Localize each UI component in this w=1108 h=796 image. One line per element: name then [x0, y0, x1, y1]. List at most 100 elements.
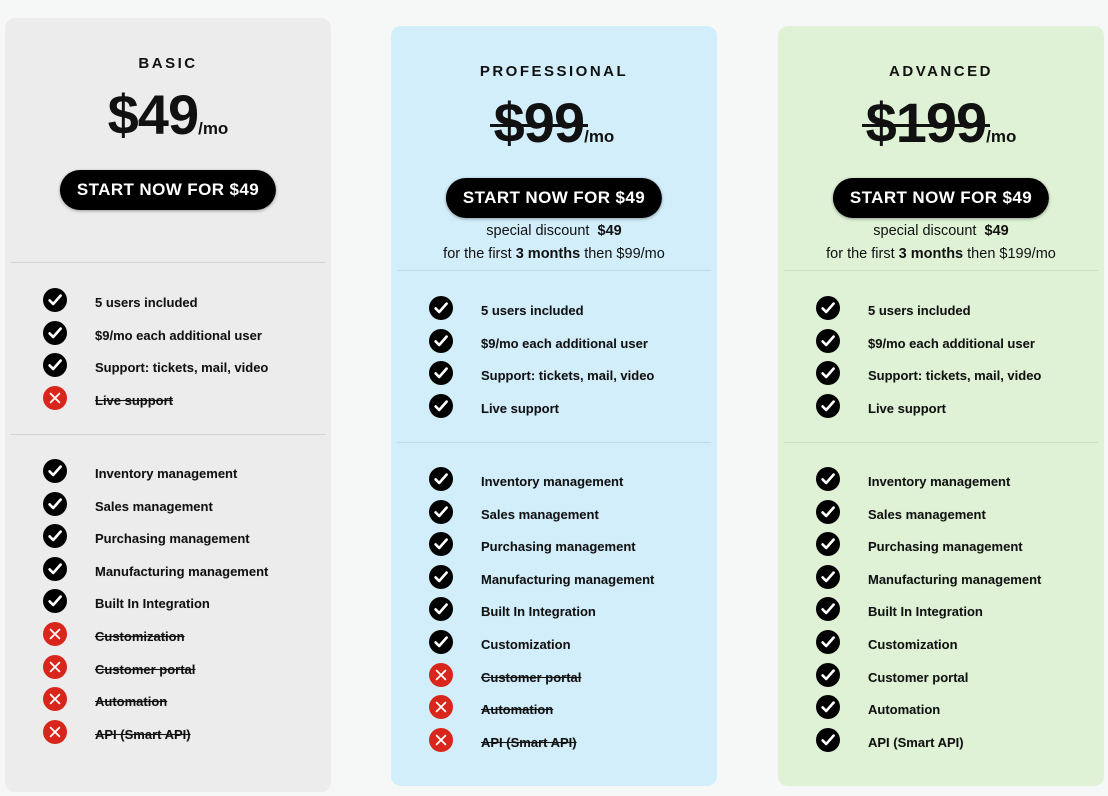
feature-label: Purchasing management	[95, 531, 250, 547]
feature-label: API (Smart API)	[481, 734, 577, 750]
feature-item: Sales management	[5, 491, 331, 525]
feature-label: Inventory management	[868, 474, 1011, 489]
feature-item: Manufacturing management	[5, 556, 331, 590]
feature-label: Manufacturing management	[868, 571, 1042, 587]
feature-item: Built In Integration	[778, 597, 1104, 630]
check-circle-icon	[816, 499, 840, 524]
feature-item: Built In Integration	[391, 597, 717, 630]
feature-label: Customer portal	[481, 669, 582, 685]
check-circle-icon	[43, 589, 67, 614]
feature-label: Customer portal	[868, 669, 969, 685]
check-circle-icon	[816, 727, 840, 752]
check-circle-icon	[43, 320, 67, 345]
discount-amount: $49	[984, 223, 1009, 239]
plan-card-professional: PROFESSIONAL $99/mo START NOW FOR $49 sp…	[391, 26, 717, 786]
price-row: $199/mo	[778, 90, 1104, 155]
divider	[11, 262, 325, 263]
feature-list-modules: Inventory management Sales management Purc…	[778, 467, 1104, 760]
feature-item: Purchasing management	[5, 524, 331, 557]
feature-item: Manufacturing management	[778, 564, 1104, 598]
feature-label: Built In Integration	[95, 596, 210, 612]
check-circle-icon	[43, 288, 67, 312]
start-now-button[interactable]: START NOW FOR $49	[445, 178, 663, 218]
feature-item: Inventory management	[391, 467, 717, 500]
feature-label: Manufacturing management	[481, 571, 655, 587]
check-circle-icon	[43, 524, 67, 549]
feature-item: Inventory management	[5, 459, 331, 492]
feature-item: Support: tickets, mail, video	[5, 353, 331, 386]
check-circle-icon	[429, 467, 453, 491]
check-circle-icon	[816, 629, 840, 654]
feature-item: Purchasing management	[778, 532, 1104, 565]
check-circle-icon	[816, 662, 840, 687]
check-circle-icon	[43, 353, 67, 378]
feature-item: API (Smart API)	[5, 719, 331, 753]
feature-item: Automation	[5, 687, 331, 720]
check-circle-icon	[816, 695, 840, 720]
feature-label: Sales management	[95, 498, 213, 514]
feature-label: $9/mo each additional user	[481, 335, 648, 351]
check-circle-icon	[429, 629, 453, 654]
feature-label: Manufacturing management	[95, 563, 269, 579]
feature-label: $9/mo each additional user	[95, 327, 262, 343]
feature-item: Customer portal	[5, 654, 331, 688]
start-now-button[interactable]: START NOW FOR $49	[59, 170, 277, 210]
feature-label: Support: tickets, mail, video	[868, 368, 1042, 384]
feature-list-core: 5 users included $9/mo each additional us…	[391, 296, 717, 426]
check-circle-icon	[816, 361, 840, 386]
check-circle-icon	[429, 393, 453, 418]
feature-list-core: 5 users included $9/mo each additional us…	[5, 288, 331, 418]
discount-note: special discount $49 for the first 3 mon…	[391, 220, 717, 266]
feature-item: Automation	[778, 695, 1104, 728]
feature-label: Built In Integration	[481, 604, 596, 620]
plan-price: $49	[107, 83, 199, 146]
check-circle-icon	[43, 556, 67, 581]
price-period: /mo	[986, 127, 1017, 146]
feature-item: Purchasing management	[391, 532, 717, 565]
x-circle-icon	[43, 687, 67, 712]
feature-item: 5 users included	[5, 288, 331, 321]
check-circle-icon	[429, 328, 453, 353]
feature-item: Support: tickets, mail, video	[778, 361, 1104, 394]
plan-name: ADVANCED	[889, 63, 993, 80]
check-circle-icon	[816, 393, 840, 418]
check-circle-icon	[816, 467, 840, 491]
discount-line-1: special discount $49	[486, 223, 622, 239]
feature-item: 5 users included	[391, 296, 717, 329]
feature-label: 5 users included	[95, 295, 198, 310]
x-circle-icon	[43, 621, 67, 646]
start-now-button[interactable]: START NOW FOR $49	[832, 178, 1050, 218]
feature-label: Automation	[481, 702, 554, 718]
discount-line-2: for the first 3 months then $99/mo	[443, 246, 665, 262]
feature-item: $9/mo each additional user	[778, 328, 1104, 362]
feature-item: Sales management	[778, 499, 1104, 533]
check-circle-icon	[816, 532, 840, 557]
divider	[784, 442, 1098, 443]
feature-label: API (Smart API)	[868, 734, 964, 750]
check-circle-icon	[429, 532, 453, 557]
check-circle-icon	[43, 459, 67, 483]
feature-label: Sales management	[868, 506, 986, 522]
feature-item: $9/mo each additional user	[5, 320, 331, 354]
feature-label: Customization	[481, 636, 571, 652]
feature-item: Live support	[5, 385, 331, 419]
feature-label: Live support	[868, 400, 947, 416]
feature-item: Sales management	[391, 499, 717, 533]
feature-label: Customer portal	[95, 661, 196, 677]
feature-label: 5 users included	[868, 303, 971, 318]
discount-duration: 3 months	[898, 246, 964, 262]
feature-label: Live support	[481, 400, 560, 416]
feature-item: Customization	[778, 629, 1104, 663]
check-circle-icon	[816, 597, 840, 622]
feature-item: Customer portal	[778, 662, 1104, 696]
feature-label: Customization	[868, 636, 958, 652]
price-row: $49/mo	[5, 82, 331, 147]
feature-item: API (Smart API)	[391, 727, 717, 761]
feature-item: Inventory management	[778, 467, 1104, 500]
feature-item: Support: tickets, mail, video	[391, 361, 717, 394]
feature-item: Customer portal	[391, 662, 717, 696]
check-circle-icon	[43, 491, 67, 516]
x-circle-icon	[429, 727, 453, 752]
divider	[784, 270, 1098, 271]
feature-label: Inventory management	[481, 474, 624, 489]
